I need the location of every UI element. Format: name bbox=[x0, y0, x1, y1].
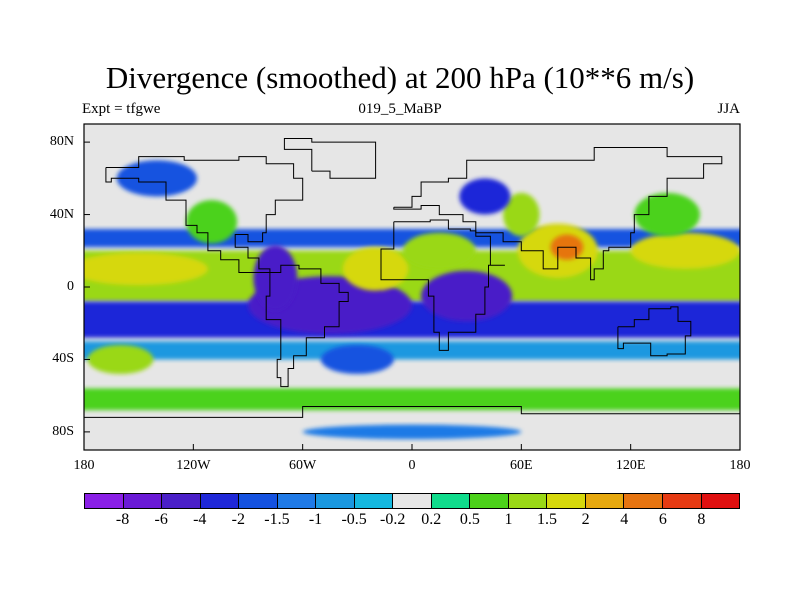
axis-ticks bbox=[83, 141, 741, 450]
coastline bbox=[105, 156, 304, 273]
colorbar-level-label: 0.5 bbox=[459, 511, 480, 528]
divergence-cell bbox=[116, 160, 197, 197]
coastline bbox=[393, 147, 723, 281]
colorbar bbox=[84, 493, 740, 509]
colorbar-level-label: -4 bbox=[193, 511, 207, 528]
colorbar-swatch bbox=[277, 494, 317, 508]
lon-tick-label: 0 bbox=[408, 458, 416, 473]
colorbar-swatch bbox=[547, 494, 586, 508]
colorbar-level-label: 0.2 bbox=[421, 511, 442, 528]
divergence-cell bbox=[84, 252, 208, 286]
colorbar-swatch bbox=[431, 494, 471, 508]
divergence-band bbox=[84, 388, 740, 411]
coastlines bbox=[84, 138, 740, 418]
lat-tick-label: 80S bbox=[52, 423, 74, 439]
colorbar-level-label: -6 bbox=[154, 511, 168, 528]
colorbar-level-label: 8 bbox=[697, 511, 706, 528]
lon-tick-label: 180 bbox=[729, 458, 751, 473]
colorbar-swatch bbox=[470, 494, 509, 508]
colorbar-level-label: -0.2 bbox=[380, 511, 406, 528]
divergence-cell bbox=[634, 192, 700, 237]
divergence-cell bbox=[421, 270, 513, 322]
divergence-cell bbox=[402, 232, 476, 269]
divergence-cell bbox=[302, 424, 522, 440]
colorbar-swatch bbox=[624, 494, 663, 508]
coastline bbox=[380, 219, 505, 351]
coastline bbox=[283, 138, 377, 179]
divergence-band bbox=[84, 366, 740, 387]
colorbar-level-label: 4 bbox=[620, 511, 629, 528]
coastline bbox=[265, 264, 349, 388]
colorbar-swatch bbox=[701, 494, 740, 508]
lon-tick-label: 60E bbox=[510, 458, 533, 473]
colorbar-swatch bbox=[393, 494, 432, 508]
divergence-cell bbox=[186, 200, 238, 244]
lat-tick-label: 80N bbox=[49, 134, 74, 150]
colorbar-level-label: 1 bbox=[504, 511, 513, 528]
divergence-band bbox=[84, 301, 740, 338]
colorbar-swatch bbox=[354, 494, 394, 508]
coastline bbox=[84, 406, 740, 418]
colorbar-swatch bbox=[200, 494, 240, 508]
lon-tick-label: 120E bbox=[615, 458, 646, 473]
colorbar-level-label: -1.5 bbox=[264, 511, 290, 528]
figure-title: Divergence (smoothed) at 200 hPa (10**6 … bbox=[105, 60, 695, 95]
experiment-label: Expt = tfgwe bbox=[82, 101, 161, 117]
lat-tick-label: 40N bbox=[49, 206, 74, 222]
divergence-cell bbox=[503, 192, 540, 237]
colorbar-level-label: 2 bbox=[581, 511, 590, 528]
colorbar-swatch bbox=[508, 494, 548, 508]
divergence-field bbox=[84, 160, 740, 440]
colorbar-swatch bbox=[662, 494, 702, 508]
case-label: 019_5_MaBP bbox=[358, 101, 442, 117]
colorbar-swatch bbox=[162, 494, 201, 508]
divergence-cell bbox=[459, 178, 511, 215]
lon-tick-label: 180 bbox=[73, 458, 95, 473]
colorbar-level-label: -1 bbox=[308, 511, 323, 528]
lat-tick-label: 40S bbox=[52, 351, 74, 367]
divergence-cell bbox=[253, 245, 298, 311]
lat-tick-label: 0 bbox=[67, 279, 74, 294]
divergence-cell bbox=[320, 344, 394, 374]
colorbar-level-label: 1.5 bbox=[537, 511, 558, 528]
colorbar-swatch bbox=[85, 494, 124, 508]
divergence-cell bbox=[87, 344, 154, 374]
colorbar-swatch bbox=[123, 494, 163, 508]
colorbar-swatch bbox=[239, 494, 278, 508]
lon-tick-label: 120W bbox=[176, 458, 211, 473]
divergence-cell bbox=[630, 232, 740, 269]
colorbar-level-label: -2 bbox=[231, 511, 245, 528]
colorbar-swatch bbox=[316, 494, 355, 508]
season-label: JJA bbox=[717, 101, 740, 117]
divergence-cell bbox=[342, 247, 409, 291]
colorbar-level-label: -8 bbox=[115, 511, 130, 528]
colorbar-swatch bbox=[585, 494, 625, 508]
colorbar-level-label: 6 bbox=[658, 511, 667, 528]
divergence-band bbox=[84, 341, 740, 360]
coastline bbox=[617, 306, 692, 357]
lon-tick-label: 60W bbox=[289, 458, 317, 473]
colorbar-level-label: -0.5 bbox=[341, 511, 367, 528]
